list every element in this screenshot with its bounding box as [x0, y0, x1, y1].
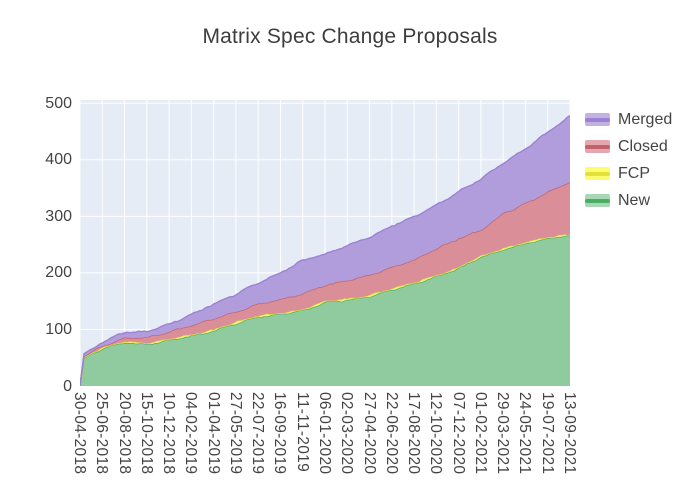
x-tick-label: 01-04-2019	[204, 392, 222, 475]
x-tick-label: 10-12-2018	[160, 392, 178, 475]
legend-swatch-fcp-icon	[585, 167, 610, 180]
x-tick-label: 25-06-2018	[93, 392, 111, 475]
legend: Merged Closed FCP New	[585, 106, 672, 214]
plot-area	[80, 100, 570, 386]
x-tick-label: 13-09-2021	[561, 392, 578, 475]
x-tick-label: 20-08-2018	[115, 392, 133, 475]
legend-label: FCP	[618, 164, 650, 182]
x-tick-label: 22-06-2020	[382, 392, 400, 475]
legend-entry-merged[interactable]: Merged	[585, 106, 672, 133]
x-tick-label: 22-07-2019	[249, 392, 267, 475]
legend-label: Closed	[618, 137, 668, 155]
y-tick-label: 100	[45, 320, 72, 338]
chart-title: Matrix Spec Change Proposals	[202, 25, 498, 48]
x-tick-label: 24-05-2021	[516, 392, 534, 475]
x-tick-label: 27-04-2020	[360, 392, 378, 475]
y-axis: 0 100 200 300 400 500	[0, 0, 72, 500]
x-tick-label: 01-02-2021	[471, 392, 489, 475]
x-tick-label: 30-04-2018	[71, 392, 88, 475]
line-merged	[80, 115, 570, 386]
legend-swatch-line	[585, 198, 610, 203]
y-tick-label: 500	[45, 94, 72, 112]
legend-swatch-merged-icon	[585, 113, 610, 126]
area-merged	[80, 115, 570, 386]
x-tick-label: 27-05-2019	[226, 392, 244, 475]
legend-entry-closed[interactable]: Closed	[585, 133, 672, 160]
x-tick-label: 15-10-2018	[137, 392, 155, 475]
legend-swatch-line	[585, 171, 610, 176]
x-tick-label: 17-08-2020	[405, 392, 423, 475]
legend-swatch-new-icon	[585, 194, 610, 207]
x-tick-label: 02-03-2020	[338, 392, 356, 475]
y-tick-label: 200	[45, 264, 72, 282]
legend-entry-fcp[interactable]: FCP	[585, 160, 672, 187]
y-tick-label: 300	[45, 207, 72, 225]
x-tick-label: 29-03-2021	[494, 392, 512, 475]
x-tick-label: 11-11-2019	[293, 392, 311, 472]
x-tick-label: 07-12-2020	[449, 392, 467, 475]
x-tick-label: 06-01-2020	[316, 392, 333, 475]
legend-swatch-line	[585, 144, 610, 149]
x-tick-label: 16-09-2019	[271, 392, 289, 475]
legend-label: New	[618, 191, 651, 209]
y-tick-label: 0	[63, 377, 72, 395]
x-tick-label: 04-02-2019	[182, 392, 200, 475]
x-tick-label: 12-10-2020	[427, 392, 445, 475]
legend-label: Merged	[618, 110, 673, 128]
x-tick-label: 19-07-2021	[538, 392, 556, 475]
legend-entry-new[interactable]: New	[585, 187, 672, 214]
legend-swatch-closed-icon	[585, 140, 610, 153]
legend-swatch-line	[585, 117, 610, 122]
y-tick-label: 400	[45, 151, 72, 169]
